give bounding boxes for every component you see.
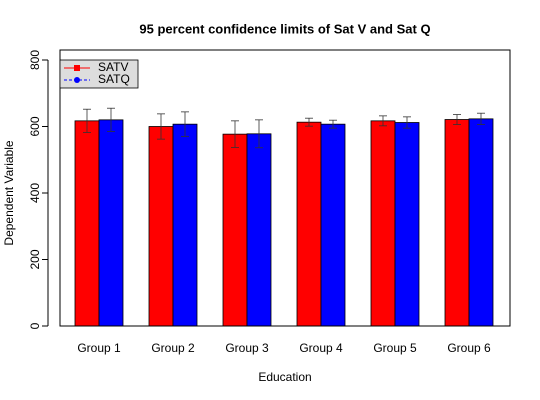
error-bar bbox=[83, 108, 91, 133]
legend-label: SATV bbox=[98, 60, 128, 74]
error-bar bbox=[329, 119, 337, 129]
error-bar bbox=[379, 115, 387, 127]
bar bbox=[148, 126, 174, 327]
bar bbox=[74, 120, 100, 327]
error-bar bbox=[453, 114, 461, 125]
bar bbox=[370, 120, 396, 327]
bar bbox=[246, 133, 272, 327]
legend-label: SATQ bbox=[98, 72, 130, 86]
bar bbox=[98, 119, 124, 327]
bar bbox=[468, 118, 494, 327]
error-bar bbox=[181, 111, 189, 137]
error-bar bbox=[305, 117, 313, 127]
bar bbox=[222, 133, 248, 327]
x-tick-label: Group 5 bbox=[373, 341, 417, 355]
legend-marker bbox=[74, 65, 80, 71]
y-tick-label: 200 bbox=[28, 249, 42, 269]
legend-box bbox=[59, 59, 139, 89]
x-axis-title: Education bbox=[258, 370, 311, 384]
y-tick-label: 0 bbox=[28, 322, 42, 329]
legend-marker bbox=[74, 77, 80, 83]
x-tick-label: Group 3 bbox=[225, 341, 269, 355]
error-bar bbox=[477, 112, 485, 125]
y-tick-label: 800 bbox=[28, 50, 42, 70]
y-tick-label: 600 bbox=[28, 116, 42, 136]
bar bbox=[172, 123, 198, 327]
bar bbox=[394, 122, 420, 327]
error-bar bbox=[403, 116, 411, 129]
plot-frame bbox=[59, 49, 511, 327]
y-tick-label: 400 bbox=[28, 183, 42, 203]
error-bar bbox=[255, 119, 263, 149]
error-bar bbox=[231, 120, 239, 148]
x-tick-label: Group 6 bbox=[447, 341, 491, 355]
chart-title: 95 percent confidence limits of Sat V an… bbox=[139, 21, 430, 36]
bar bbox=[296, 121, 322, 327]
y-axis-title: Dependent Variable bbox=[2, 140, 16, 246]
x-tick-label: Group 2 bbox=[151, 341, 195, 355]
error-bar bbox=[107, 107, 115, 132]
x-tick-label: Group 4 bbox=[299, 341, 343, 355]
x-tick-label: Group 1 bbox=[77, 341, 121, 355]
bar bbox=[320, 123, 346, 327]
error-bar bbox=[157, 113, 165, 140]
bar bbox=[444, 119, 470, 327]
